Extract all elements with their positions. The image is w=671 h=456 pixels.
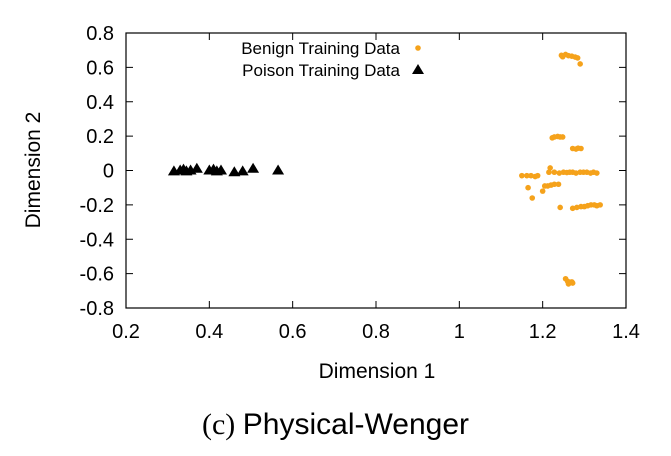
caption-title: Physical-Wenger (242, 408, 469, 441)
benign-data-point (525, 184, 531, 191)
y-axis-label: Dimension 2 (22, 112, 45, 229)
benign-data-point (524, 172, 530, 179)
poison-data-point (247, 162, 260, 173)
axis-ticks: 0.2 0.4 0.6 0.8 1 1.2 1.4 0.8 0.6 0.4 0.2 0 -0.2 -0.4… (80, 23, 640, 343)
legend-marker-poison (412, 64, 424, 74)
benign-data-point (528, 172, 534, 179)
benign-data-point (573, 170, 579, 176)
benign-data-point (559, 53, 566, 60)
y-tick-label: -0.4 (80, 229, 114, 251)
figure-caption: (c) Physical-Wenger (0, 408, 671, 442)
y-tick-label: -0.6 (80, 264, 114, 286)
legend-label-poison: Poison Training Data (242, 61, 400, 80)
x-tick-label: 0.4 (195, 321, 223, 343)
benign-data-point (551, 181, 558, 188)
y-tick-label: 0.6 (86, 57, 114, 79)
x-tick-label: 1.2 (529, 321, 557, 343)
y-tick-label: -0.2 (80, 195, 114, 217)
x-tick-label: 0.2 (112, 321, 140, 343)
y-tick-label: 0.4 (86, 92, 114, 114)
benign-data-point (559, 134, 566, 140)
poison-data-point (190, 162, 203, 173)
x-tick-label: 0.8 (362, 321, 390, 343)
legend-label-benign: Benign Training Data (241, 39, 400, 58)
poison-data-point (228, 166, 241, 177)
x-tick-label: 0.6 (279, 321, 307, 343)
y-tick-label: 0 (103, 161, 114, 183)
benign-data-point (597, 202, 603, 208)
legend-marker-benign (415, 45, 421, 51)
x-tick-label: 1.4 (612, 321, 640, 343)
benign-data-point (551, 169, 558, 176)
benign-data-point (534, 172, 541, 179)
poison-data-point (236, 165, 249, 176)
benign-data-point (577, 61, 583, 67)
caption-prefix: (c) (202, 408, 236, 441)
benign-data-point (519, 172, 525, 179)
benign-data-point (569, 205, 576, 212)
benign-data-point (557, 204, 563, 211)
benign-data-point (574, 204, 580, 211)
benign-data-point (549, 135, 556, 141)
x-axis-label: Dimension 1 (319, 360, 436, 383)
poison-data-point (215, 164, 227, 175)
benign-data-point (546, 169, 552, 176)
data-points (167, 51, 603, 287)
benign-data-point (578, 145, 584, 152)
y-tick-label: 0.8 (86, 23, 114, 45)
y-tick-label: 0.2 (86, 126, 114, 148)
benign-data-point (573, 146, 579, 152)
poison-data-point (272, 164, 285, 175)
benign-data-point (556, 170, 563, 176)
y-tick-label: -0.8 (80, 298, 114, 320)
benign-data-point (547, 165, 553, 171)
benign-data-point (594, 170, 600, 176)
legend: Benign Training Data Poison Training Dat… (241, 39, 424, 80)
benign-data-point (529, 195, 536, 201)
benign-data-point (555, 181, 562, 188)
benign-data-point (539, 188, 546, 194)
x-tick-label: 1 (454, 321, 465, 343)
benign-data-point (569, 279, 575, 285)
benign-data-point (574, 55, 581, 61)
